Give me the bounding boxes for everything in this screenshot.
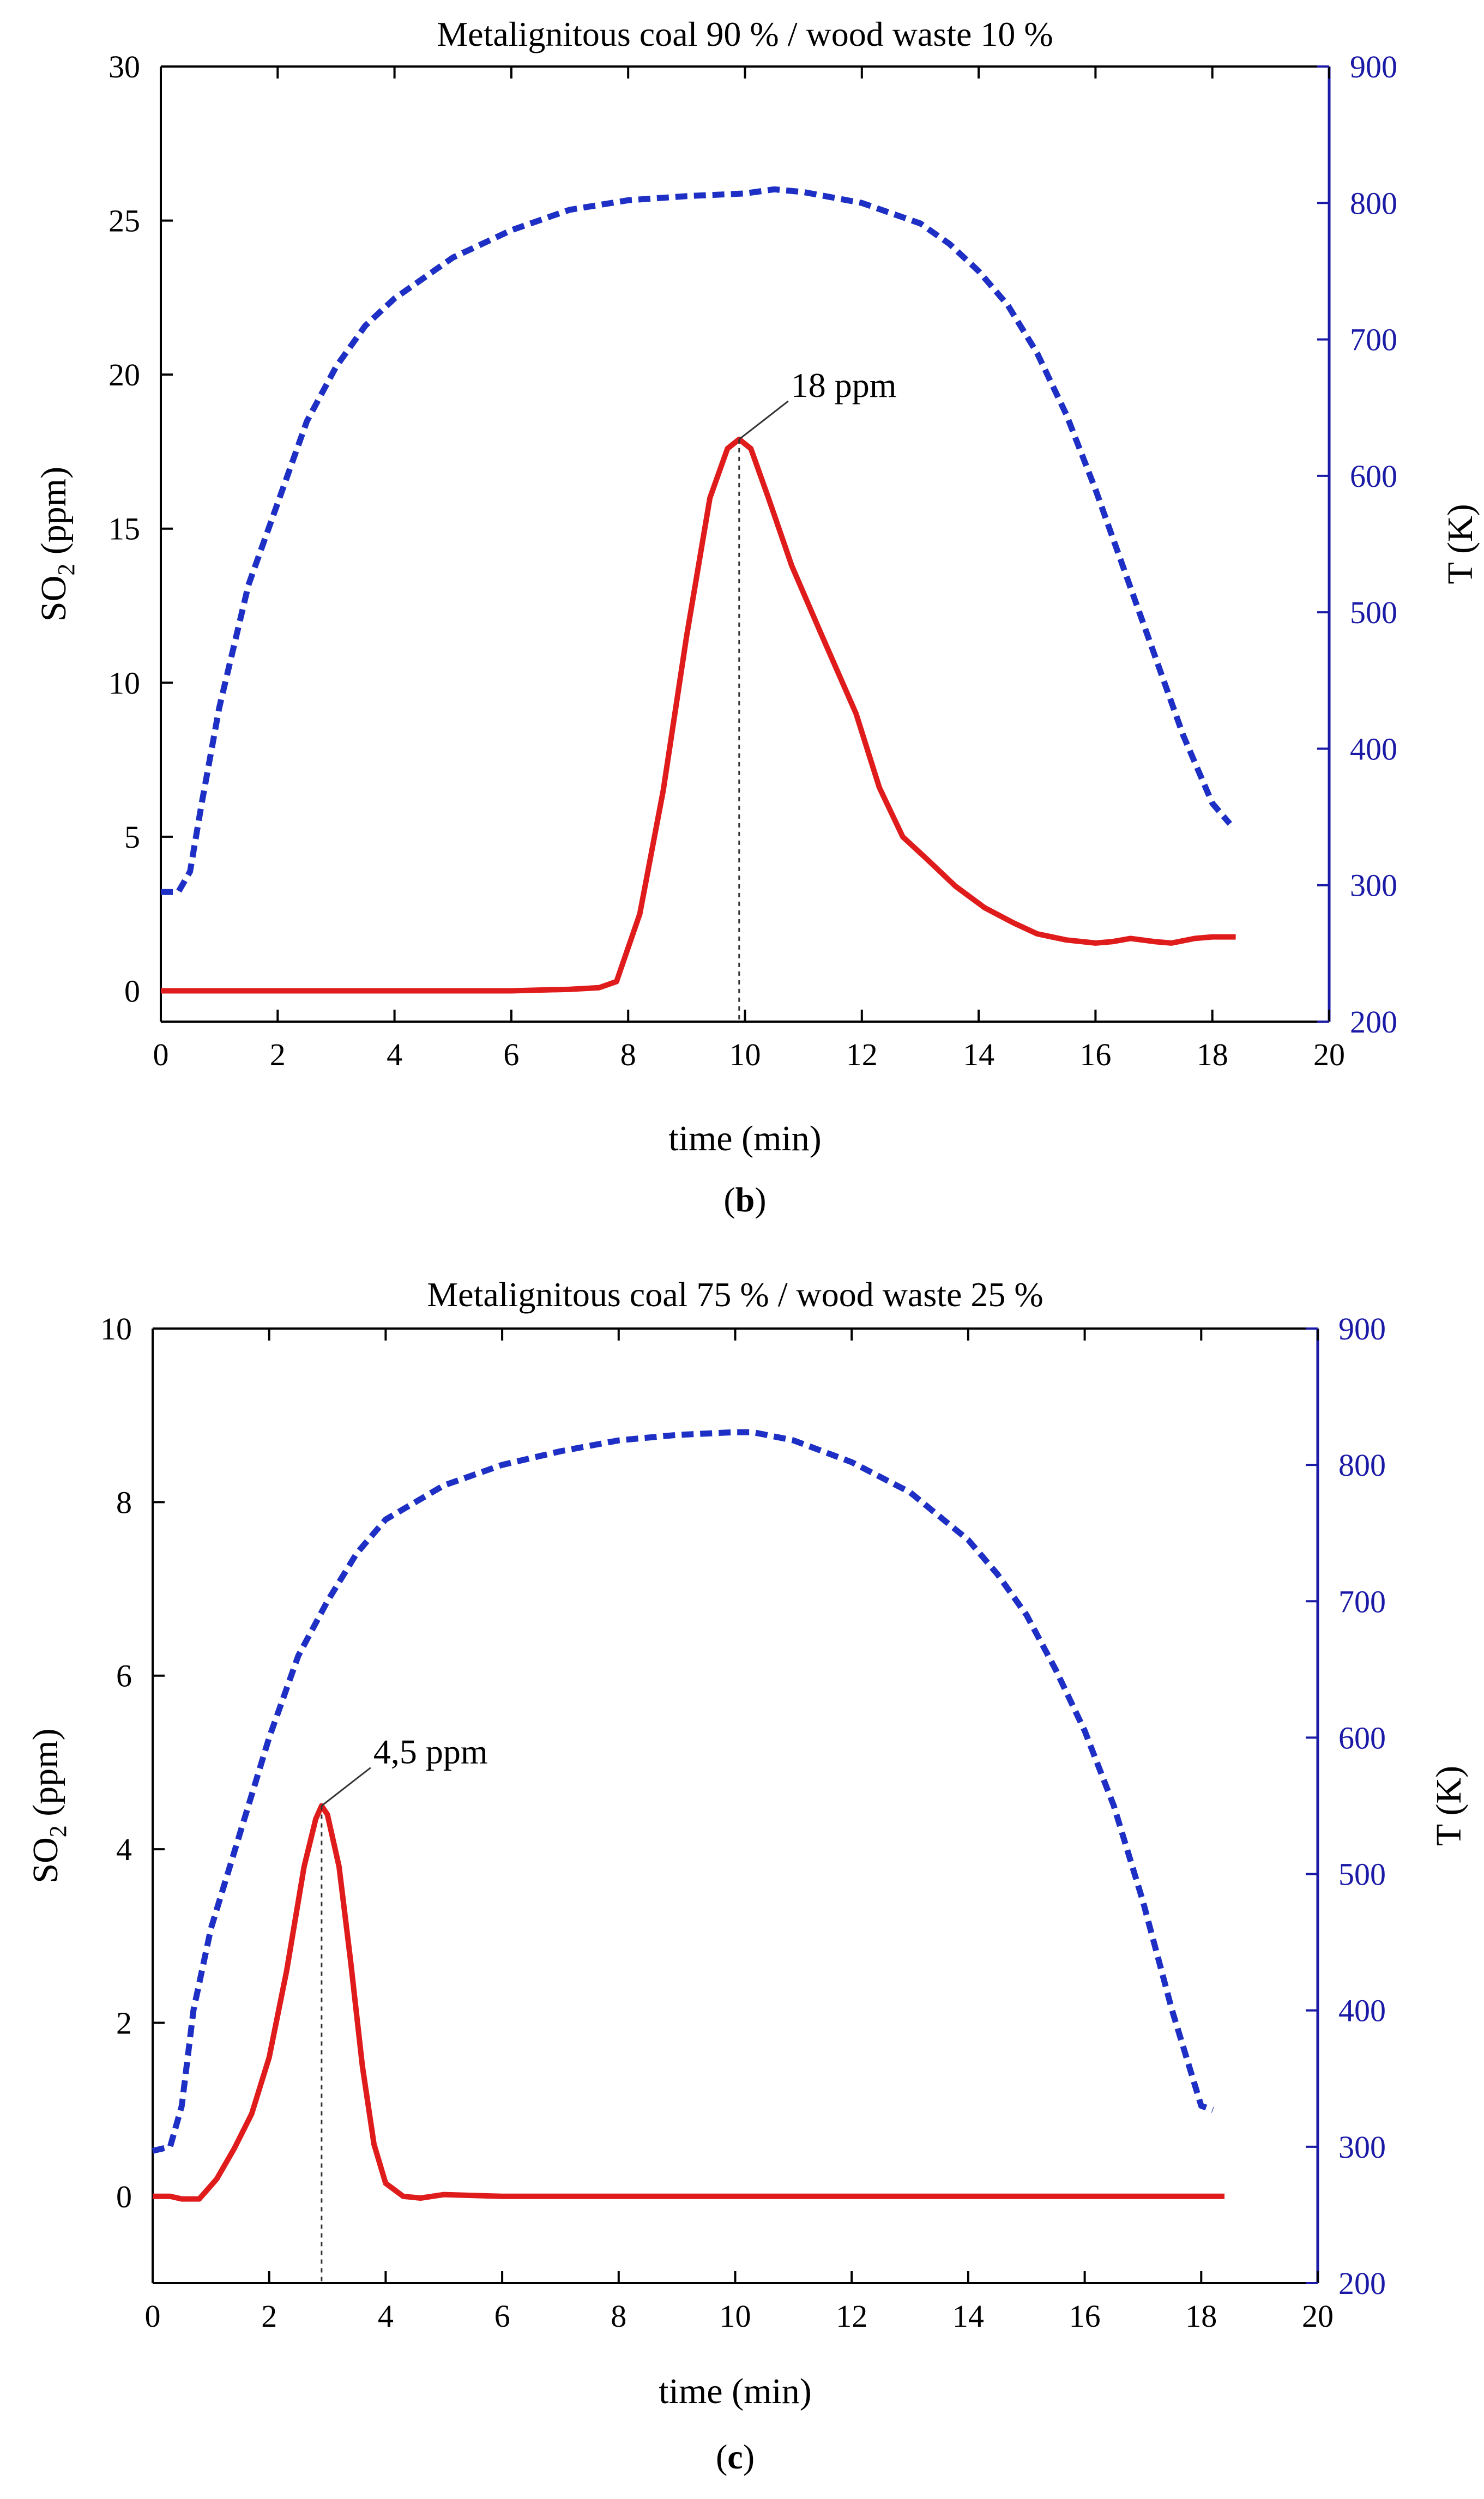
x-tick-label: 18 — [1197, 1037, 1228, 1072]
y-tick-label-left: 2 — [116, 2005, 132, 2041]
y-tick-label-left: 5 — [124, 819, 140, 855]
y-tick-label-left: 15 — [108, 511, 140, 547]
x-tick-label: 2 — [270, 1037, 286, 1072]
y-tick-label-left: 10 — [108, 665, 140, 701]
x-tick-label: 12 — [836, 2298, 867, 2334]
x-axis-label: time (min) — [659, 2371, 811, 2411]
y-tick-label-right: 700 — [1338, 1584, 1386, 1619]
y-tick-label-left: 20 — [108, 357, 140, 393]
annotation-leader — [738, 400, 789, 440]
temperature-series-line — [161, 186, 1232, 895]
x-tick-label: 18 — [1185, 2298, 1217, 2334]
y-tick-label-right: 200 — [1338, 2266, 1386, 2301]
y-axis-label-right: T (K) — [1429, 1766, 1469, 1846]
x-tick-label: 14 — [963, 1037, 994, 1072]
y-tick-label-left: 10 — [100, 1311, 132, 1347]
x-tick-label: 4 — [387, 1037, 402, 1072]
x-tick-label: 10 — [720, 2298, 751, 2334]
y-tick-label-left: 4 — [116, 1832, 132, 1867]
panel-label: (b) — [723, 1180, 766, 1219]
y-tick-label-right: 600 — [1350, 458, 1397, 494]
peak-annotation-label: 4,5 ppm — [373, 1733, 488, 1771]
chart-title: Metalignitous coal 75 % / wood waste 25 … — [427, 1275, 1043, 1314]
y-tick-label-right: 800 — [1338, 1447, 1386, 1483]
x-tick-label: 16 — [1079, 1037, 1111, 1072]
x-tick-label: 20 — [1302, 2298, 1334, 2334]
y-tick-label-left: 25 — [108, 203, 140, 239]
y-tick-label-right: 500 — [1350, 595, 1397, 630]
x-tick-label: 10 — [729, 1037, 761, 1072]
y-tick-label-right: 400 — [1338, 1993, 1386, 2029]
x-tick-label: 0 — [153, 1037, 169, 1072]
x-tick-label: 8 — [620, 1037, 636, 1072]
y-tick-label-right: 800 — [1350, 185, 1397, 221]
y-tick-label-left: 30 — [108, 49, 140, 84]
y-tick-label-right: 200 — [1350, 1004, 1397, 1040]
y-tick-label-left: 0 — [124, 973, 140, 1009]
x-tick-label: 8 — [611, 2298, 626, 2334]
x-tick-label: 4 — [378, 2298, 394, 2334]
x-tick-label: 20 — [1313, 1037, 1345, 1072]
temperature-series-line — [152, 1429, 1214, 2154]
panel-label: (c) — [716, 2437, 755, 2476]
chart-panel-c: Metalignitous coal 75 % / wood waste 25 … — [26, 1275, 1469, 2476]
y-tick-label-right: 300 — [1338, 2129, 1386, 2165]
x-tick-label: 6 — [494, 2298, 510, 2334]
y-tick-label-right: 900 — [1338, 1311, 1386, 1347]
x-axis-label: time (min) — [668, 1119, 821, 1158]
x-tick-label: 14 — [952, 2298, 984, 2334]
y-tick-label-right: 700 — [1350, 322, 1397, 358]
x-tick-label: 12 — [846, 1037, 878, 1072]
x-tick-label: 16 — [1069, 2298, 1101, 2334]
y-tick-label-right: 600 — [1338, 1720, 1386, 1755]
so2-series-line — [161, 436, 1236, 994]
chart-title: Metalignitous coal 90 % / wood waste 10 … — [437, 15, 1053, 53]
y-axis-label-right: T (K) — [1440, 504, 1480, 584]
y-tick-label-left: 0 — [116, 2179, 132, 2214]
y-tick-label-right: 300 — [1350, 868, 1397, 903]
y-tick-label-left: 6 — [116, 1658, 132, 1694]
peak-annotation-label: 18 ppm — [791, 366, 897, 405]
x-tick-label: 2 — [261, 2298, 277, 2334]
x-tick-label: 0 — [145, 2298, 161, 2334]
annotation-leader — [321, 1767, 371, 1807]
y-tick-label-right: 400 — [1350, 731, 1397, 766]
so2-series-line — [153, 1803, 1224, 2202]
y-tick-label-right: 500 — [1338, 1857, 1386, 1892]
chart-panel-b: Metalignitous coal 90 % / wood waste 10 … — [34, 15, 1480, 1219]
x-tick-label: 6 — [503, 1037, 519, 1072]
y-tick-label-left: 8 — [116, 1484, 132, 1520]
y-axis-label-left: SO2 (ppm) — [34, 467, 80, 621]
y-tick-label-right: 900 — [1350, 49, 1397, 84]
y-axis-label-left: SO2 (ppm) — [26, 1728, 71, 1883]
